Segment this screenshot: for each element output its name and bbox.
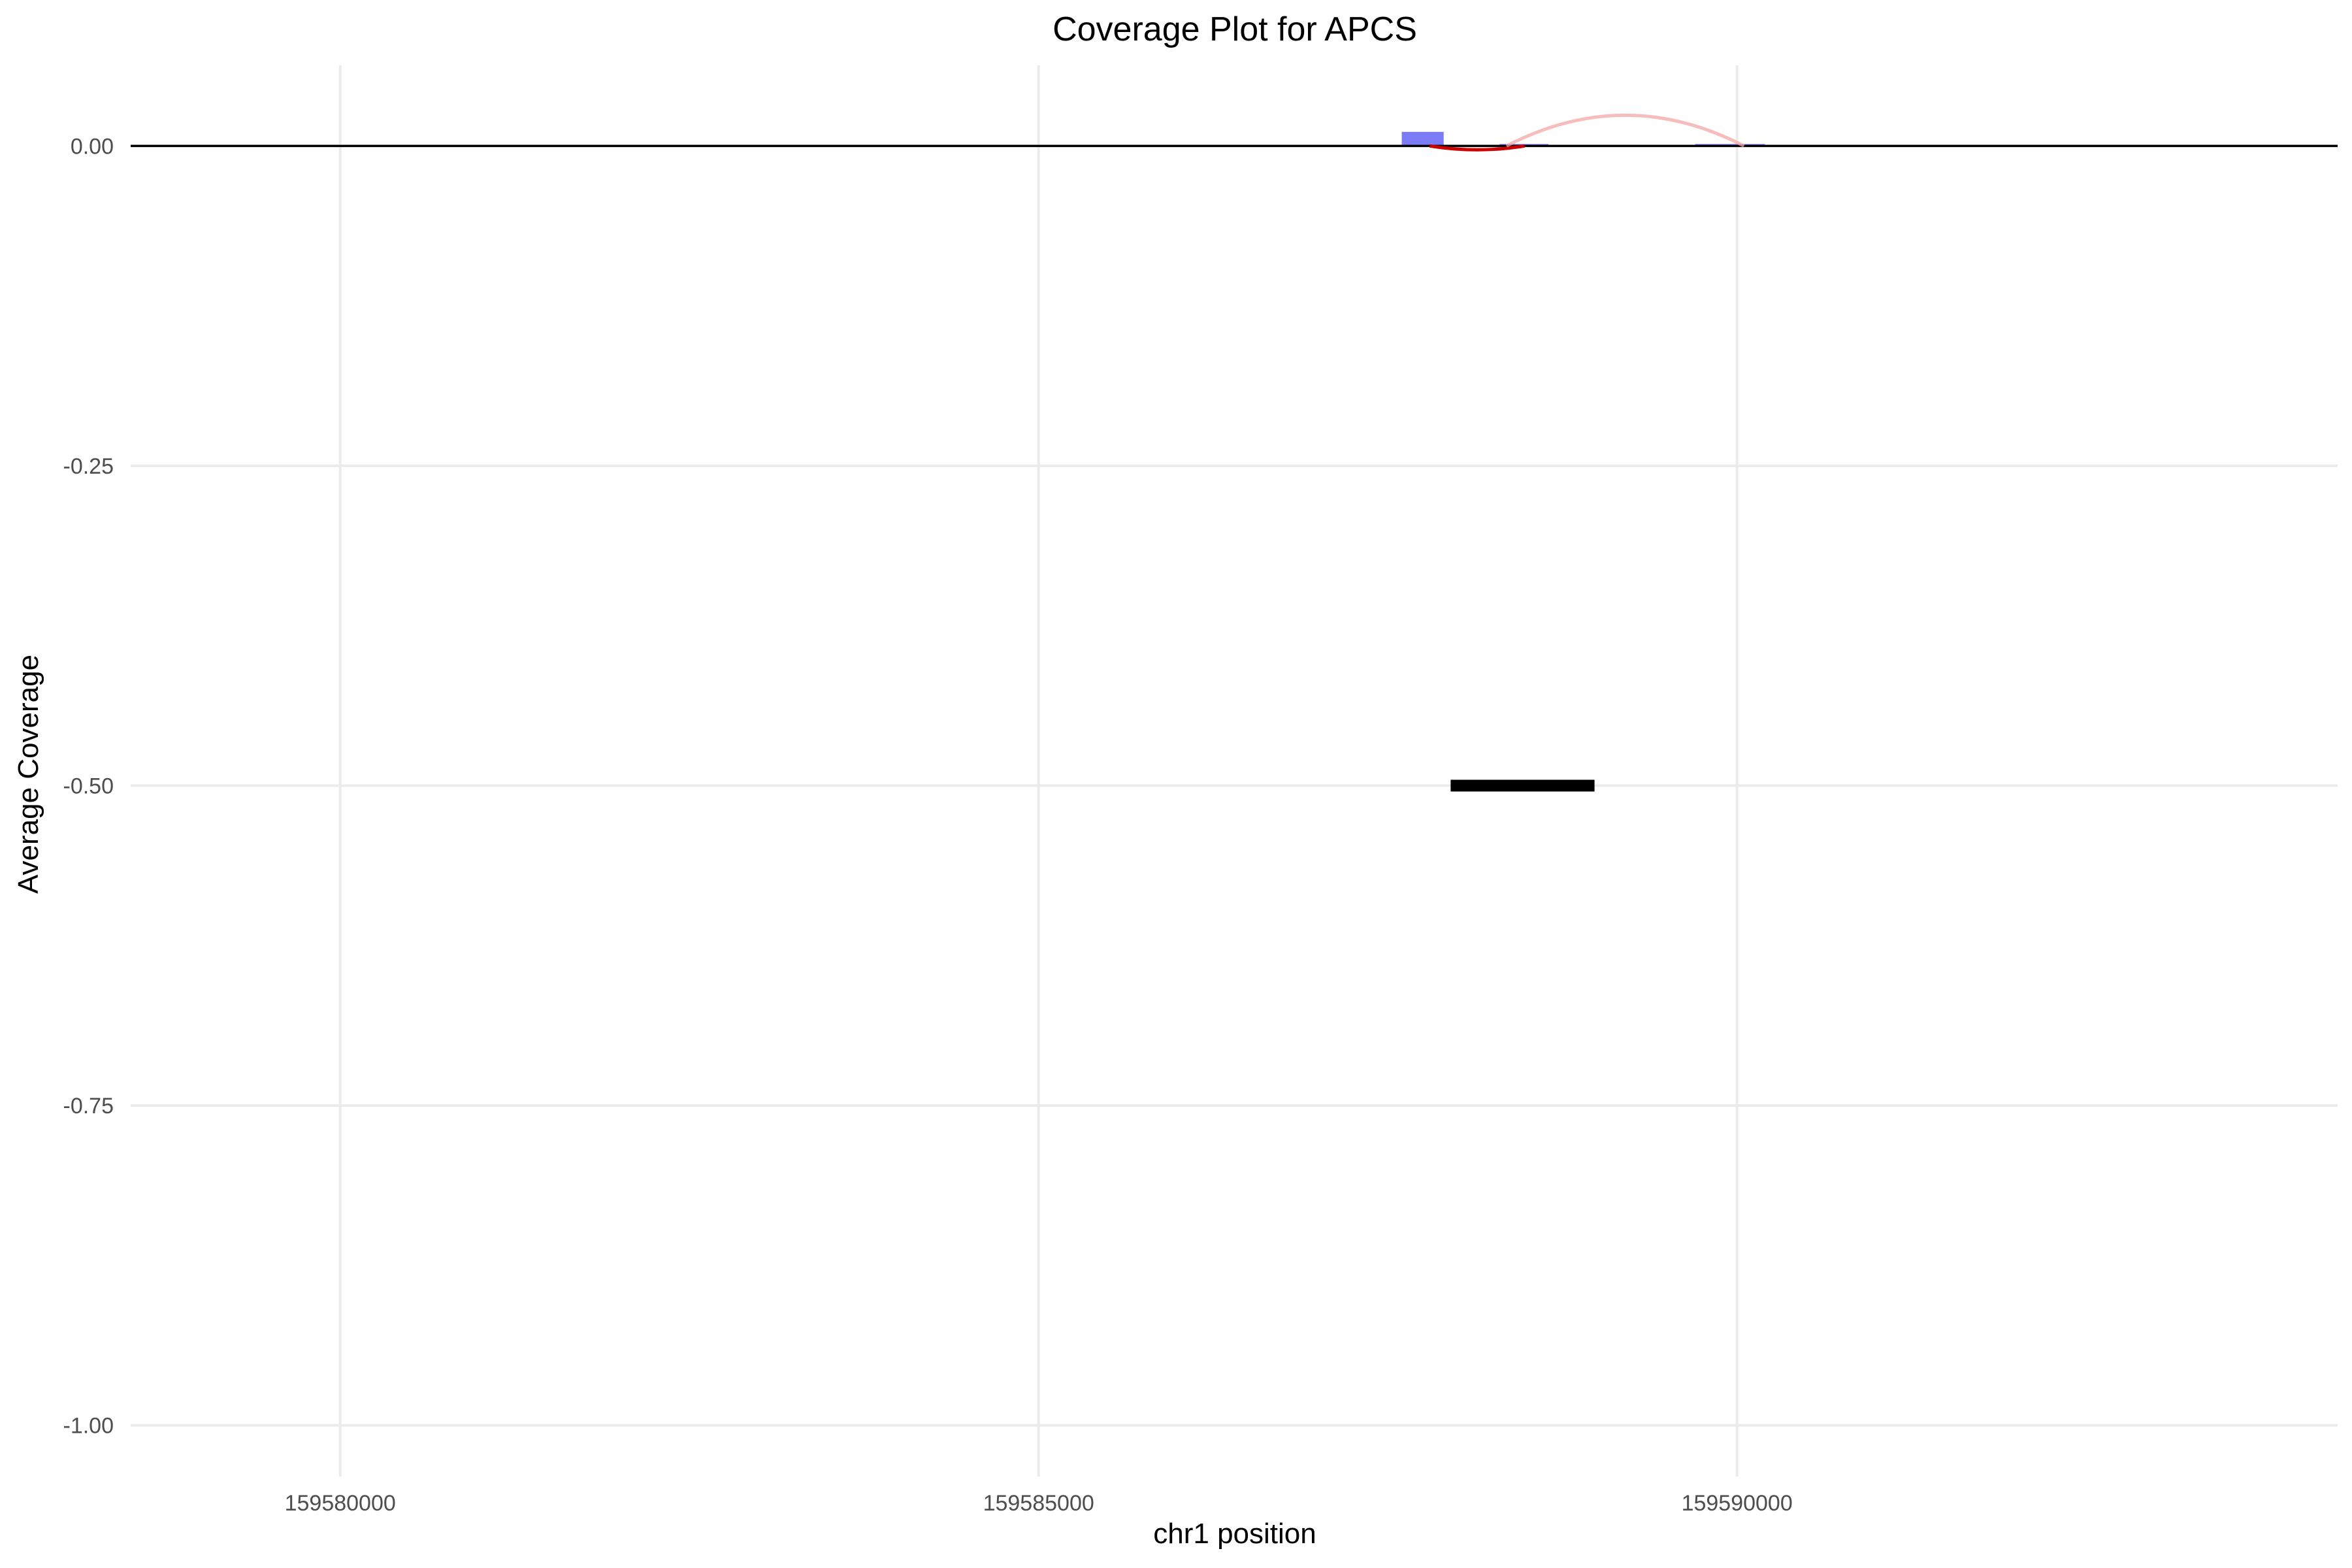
x-tick-label: 159585000 [983, 1491, 1094, 1516]
y-tick-label: -0.75 [63, 1094, 114, 1119]
y-tick-label: 0.00 [71, 134, 114, 159]
y-tick-label: -0.50 [63, 774, 114, 799]
link-arc [1505, 113, 1745, 148]
x-axis-title: chr1 position [1153, 1518, 1316, 1550]
y-axis-title: Average Coverage [12, 655, 44, 894]
y-tick-label: -0.25 [63, 454, 114, 479]
coverage-bar [1401, 131, 1444, 146]
link-arc [1429, 144, 1526, 152]
grid [131, 65, 2338, 1477]
arcs [1429, 113, 1745, 152]
x-tick-label: 159590000 [1682, 1491, 1793, 1516]
y-tick-label: -1.00 [63, 1414, 114, 1439]
x-tick-label: 159580000 [285, 1491, 396, 1516]
chart-title: Coverage Plot for APCS [1053, 10, 1417, 48]
tick-labels: 0.00 -0.25 -0.50 -0.75 -1.00 159580000 1595850… [63, 134, 1793, 1516]
coverage-bars [1401, 131, 1765, 146]
